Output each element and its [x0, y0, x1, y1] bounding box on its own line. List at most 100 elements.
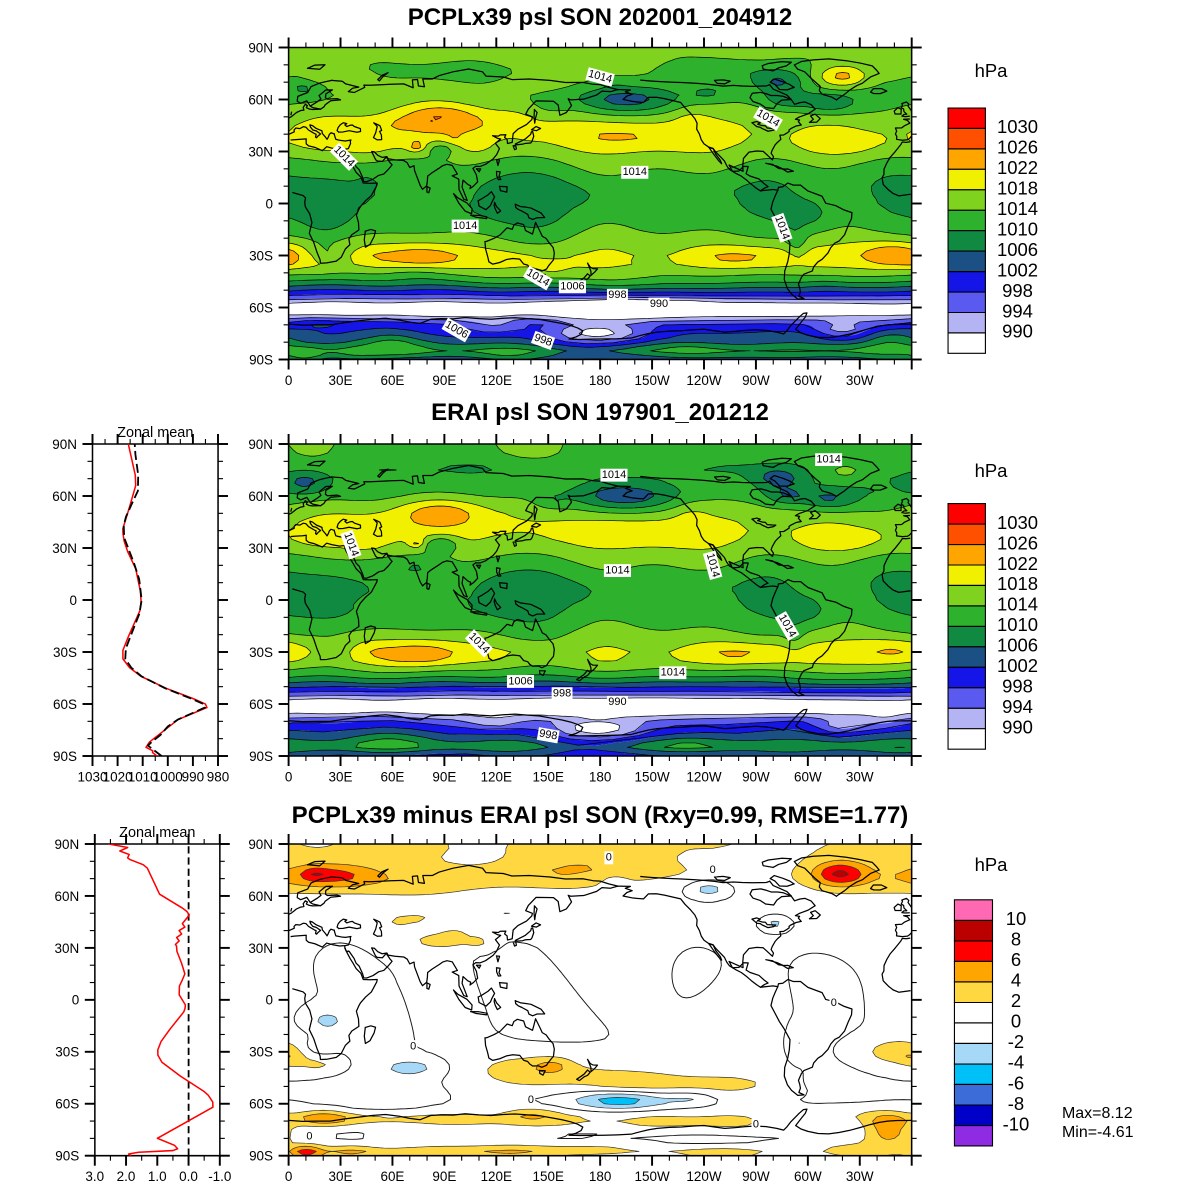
svg-text:60S: 60S: [53, 697, 77, 712]
svg-text:-6: -6: [1008, 1072, 1024, 1093]
svg-text:30N: 30N: [248, 144, 273, 159]
svg-text:30N: 30N: [248, 941, 273, 956]
svg-text:90E: 90E: [432, 373, 456, 388]
svg-text:1.0: 1.0: [148, 1169, 167, 1184]
svg-text:2: 2: [1011, 990, 1021, 1011]
svg-text:990: 990: [650, 298, 668, 310]
svg-text:1014: 1014: [605, 564, 629, 576]
svg-text:60E: 60E: [380, 1169, 404, 1184]
svg-text:998: 998: [1002, 280, 1033, 301]
svg-text:1006: 1006: [508, 675, 532, 687]
svg-text:1014: 1014: [704, 552, 722, 579]
svg-text:90E: 90E: [432, 1169, 456, 1184]
svg-text:998: 998: [553, 687, 571, 699]
svg-text:0: 0: [266, 993, 274, 1008]
svg-text:Zonal mean: Zonal mean: [119, 825, 195, 841]
svg-text:4: 4: [1011, 970, 1021, 991]
svg-text:0: 0: [266, 196, 274, 211]
svg-text:30E: 30E: [329, 1169, 353, 1184]
svg-text:30N: 30N: [248, 541, 273, 556]
svg-text:180: 180: [589, 769, 611, 784]
svg-text:hPa: hPa: [975, 60, 1009, 81]
svg-text:30W: 30W: [846, 373, 874, 388]
svg-text:2.0: 2.0: [117, 1169, 136, 1184]
svg-text:1030: 1030: [997, 116, 1038, 137]
svg-text:60W: 60W: [794, 1169, 822, 1184]
svg-text:1026: 1026: [997, 137, 1038, 158]
svg-text:90S: 90S: [249, 352, 273, 367]
svg-text:0: 0: [606, 852, 612, 864]
svg-text:60W: 60W: [794, 373, 822, 388]
svg-text:1030: 1030: [997, 512, 1038, 533]
svg-text:8: 8: [1011, 929, 1021, 950]
svg-text:1018: 1018: [997, 178, 1038, 199]
svg-text:30S: 30S: [55, 1045, 79, 1060]
svg-text:-1.0: -1.0: [208, 1169, 231, 1184]
svg-text:hPa: hPa: [975, 854, 1009, 875]
svg-text:120W: 120W: [686, 1169, 721, 1184]
svg-text:180: 180: [589, 373, 611, 388]
svg-text:-8: -8: [1008, 1093, 1024, 1114]
svg-text:990: 990: [182, 769, 204, 784]
svg-text:90N: 90N: [248, 437, 273, 452]
svg-text:Zonal mean: Zonal mean: [117, 425, 193, 441]
svg-text:1000: 1000: [153, 769, 183, 784]
svg-text:150W: 150W: [634, 1169, 669, 1184]
svg-text:30E: 30E: [329, 373, 353, 388]
svg-text:1006: 1006: [997, 635, 1038, 656]
svg-text:1002: 1002: [997, 259, 1038, 280]
svg-text:150E: 150E: [532, 1169, 563, 1184]
svg-text:1014: 1014: [602, 469, 626, 481]
svg-text:30W: 30W: [846, 1169, 874, 1184]
svg-text:150E: 150E: [532, 769, 563, 784]
svg-text:30E: 30E: [329, 769, 353, 784]
svg-text:1010: 1010: [997, 218, 1038, 239]
svg-text:1014: 1014: [997, 198, 1038, 219]
svg-text:0: 0: [266, 593, 274, 608]
svg-text:994: 994: [1002, 696, 1033, 717]
svg-text:90N: 90N: [55, 837, 80, 852]
svg-text:0: 0: [410, 1040, 416, 1052]
svg-text:0: 0: [69, 593, 77, 608]
svg-text:-10: -10: [1003, 1113, 1030, 1134]
svg-text:PCPLx39 psl SON 202001_204912: PCPLx39 psl SON 202001_204912: [408, 4, 793, 31]
svg-text:60W: 60W: [794, 769, 822, 784]
svg-text:0: 0: [528, 1094, 534, 1106]
svg-text:PCPLx39 minus ERAI psl SON (Rx: PCPLx39 minus ERAI psl SON (Rxy=0.99, RM…: [292, 802, 909, 829]
svg-text:30N: 30N: [55, 941, 80, 956]
svg-text:998: 998: [608, 289, 626, 301]
svg-text:990: 990: [1002, 321, 1033, 342]
svg-text:1002: 1002: [997, 655, 1038, 676]
svg-text:Max=8.12: Max=8.12: [1062, 1105, 1133, 1122]
svg-text:1014: 1014: [661, 667, 685, 679]
svg-text:120W: 120W: [686, 373, 721, 388]
svg-text:60S: 60S: [249, 1097, 273, 1112]
svg-text:6: 6: [1011, 949, 1021, 970]
svg-text:1014: 1014: [453, 220, 477, 232]
svg-text:1022: 1022: [997, 157, 1038, 178]
svg-text:994: 994: [1002, 300, 1033, 321]
svg-text:90S: 90S: [53, 749, 77, 764]
svg-text:90W: 90W: [742, 769, 770, 784]
svg-text:998: 998: [532, 332, 553, 350]
svg-text:90E: 90E: [432, 769, 456, 784]
svg-text:30S: 30S: [249, 1045, 273, 1060]
svg-text:60N: 60N: [248, 92, 273, 107]
svg-text:90N: 90N: [248, 837, 273, 852]
svg-text:0: 0: [72, 993, 80, 1008]
svg-text:1006: 1006: [997, 239, 1038, 260]
svg-text:60S: 60S: [249, 300, 273, 315]
svg-text:1026: 1026: [997, 532, 1038, 553]
svg-text:0.0: 0.0: [179, 1169, 198, 1184]
svg-text:60N: 60N: [248, 489, 273, 504]
svg-text:60S: 60S: [55, 1097, 79, 1112]
svg-text:150W: 150W: [634, 373, 669, 388]
svg-text:Min=-4.61: Min=-4.61: [1062, 1124, 1134, 1141]
svg-text:90S: 90S: [249, 1149, 273, 1164]
svg-text:990: 990: [608, 696, 626, 708]
svg-text:90S: 90S: [249, 749, 273, 764]
svg-text:60E: 60E: [380, 373, 404, 388]
svg-text:90W: 90W: [742, 373, 770, 388]
svg-text:10: 10: [1006, 908, 1027, 929]
svg-text:90S: 90S: [55, 1149, 79, 1164]
